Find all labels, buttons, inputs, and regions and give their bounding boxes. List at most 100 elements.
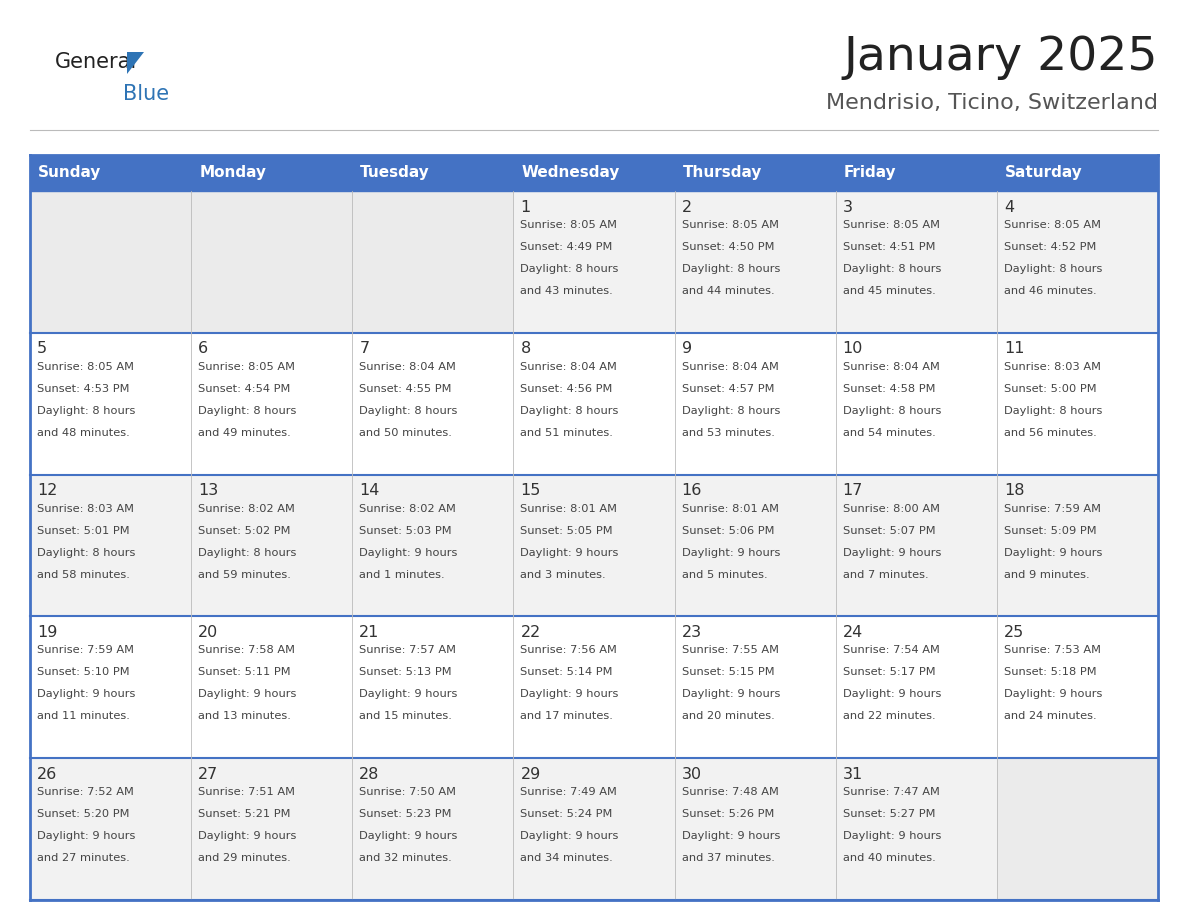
Text: Sunset: 4:54 PM: Sunset: 4:54 PM <box>198 384 291 394</box>
Text: 9: 9 <box>682 341 691 356</box>
Text: Sunday: Sunday <box>38 165 101 181</box>
Text: Sunrise: 8:05 AM: Sunrise: 8:05 AM <box>37 362 134 372</box>
Text: 11: 11 <box>1004 341 1024 356</box>
Text: Thursday: Thursday <box>683 165 762 181</box>
Text: Daylight: 8 hours: Daylight: 8 hours <box>37 406 135 416</box>
Text: Sunrise: 7:50 AM: Sunrise: 7:50 AM <box>359 788 456 797</box>
Text: Sunrise: 8:04 AM: Sunrise: 8:04 AM <box>520 362 618 372</box>
Text: and 43 minutes.: and 43 minutes. <box>520 285 613 296</box>
Bar <box>353 475 513 616</box>
Text: Sunrise: 7:59 AM: Sunrise: 7:59 AM <box>37 645 134 655</box>
Text: Sunrise: 7:53 AM: Sunrise: 7:53 AM <box>1004 645 1101 655</box>
Text: Sunset: 4:53 PM: Sunset: 4:53 PM <box>37 384 129 394</box>
Text: Sunset: 5:13 PM: Sunset: 5:13 PM <box>359 667 451 677</box>
Bar <box>997 191 1158 333</box>
Text: 7: 7 <box>359 341 369 356</box>
Text: Daylight: 9 hours: Daylight: 9 hours <box>198 831 297 841</box>
Text: Daylight: 8 hours: Daylight: 8 hours <box>842 264 941 274</box>
Text: Daylight: 9 hours: Daylight: 9 hours <box>682 689 781 700</box>
Text: Sunset: 4:57 PM: Sunset: 4:57 PM <box>682 384 775 394</box>
Bar <box>513 616 675 758</box>
Text: 13: 13 <box>198 483 219 498</box>
Text: Sunset: 5:05 PM: Sunset: 5:05 PM <box>520 526 613 535</box>
Text: 15: 15 <box>520 483 541 498</box>
Text: Sunrise: 8:03 AM: Sunrise: 8:03 AM <box>37 504 134 513</box>
Text: Sunset: 5:21 PM: Sunset: 5:21 PM <box>198 809 291 819</box>
Text: Sunset: 5:02 PM: Sunset: 5:02 PM <box>198 526 291 535</box>
Bar <box>835 333 997 475</box>
Bar <box>675 191 835 333</box>
Text: Sunrise: 8:05 AM: Sunrise: 8:05 AM <box>1004 220 1101 230</box>
Text: Sunset: 5:07 PM: Sunset: 5:07 PM <box>842 526 935 535</box>
Text: and 59 minutes.: and 59 minutes. <box>198 569 291 579</box>
Text: Sunset: 4:51 PM: Sunset: 4:51 PM <box>842 242 935 252</box>
Text: Sunrise: 8:04 AM: Sunrise: 8:04 AM <box>682 362 778 372</box>
Text: Sunrise: 8:02 AM: Sunrise: 8:02 AM <box>198 504 295 513</box>
Text: and 40 minutes.: and 40 minutes. <box>842 853 935 863</box>
Text: 29: 29 <box>520 767 541 782</box>
Bar <box>353 191 513 333</box>
Text: Daylight: 9 hours: Daylight: 9 hours <box>359 831 457 841</box>
Bar <box>513 191 675 333</box>
Text: and 56 minutes.: and 56 minutes. <box>1004 428 1097 438</box>
Text: 30: 30 <box>682 767 702 782</box>
Text: and 58 minutes.: and 58 minutes. <box>37 569 129 579</box>
Text: Sunset: 4:49 PM: Sunset: 4:49 PM <box>520 242 613 252</box>
Text: 1: 1 <box>520 199 531 215</box>
Text: 26: 26 <box>37 767 57 782</box>
Text: 16: 16 <box>682 483 702 498</box>
Text: 8: 8 <box>520 341 531 356</box>
Bar <box>997 333 1158 475</box>
Text: and 46 minutes.: and 46 minutes. <box>1004 285 1097 296</box>
Text: and 45 minutes.: and 45 minutes. <box>842 285 935 296</box>
Bar <box>997 758 1158 900</box>
Text: and 5 minutes.: and 5 minutes. <box>682 569 767 579</box>
Text: Sunset: 5:14 PM: Sunset: 5:14 PM <box>520 667 613 677</box>
Text: Sunrise: 7:56 AM: Sunrise: 7:56 AM <box>520 645 618 655</box>
Text: Daylight: 9 hours: Daylight: 9 hours <box>37 831 135 841</box>
Text: Monday: Monday <box>200 165 266 181</box>
Text: and 7 minutes.: and 7 minutes. <box>842 569 928 579</box>
Text: Sunset: 5:18 PM: Sunset: 5:18 PM <box>1004 667 1097 677</box>
Bar <box>30 333 191 475</box>
Text: Daylight: 8 hours: Daylight: 8 hours <box>520 264 619 274</box>
Text: Daylight: 9 hours: Daylight: 9 hours <box>37 689 135 700</box>
Text: Sunrise: 7:59 AM: Sunrise: 7:59 AM <box>1004 504 1101 513</box>
Text: and 51 minutes.: and 51 minutes. <box>520 428 613 438</box>
Bar <box>835 191 997 333</box>
Text: Sunrise: 8:04 AM: Sunrise: 8:04 AM <box>359 362 456 372</box>
Text: Daylight: 8 hours: Daylight: 8 hours <box>682 264 781 274</box>
Bar <box>30 758 191 900</box>
Text: 5: 5 <box>37 341 48 356</box>
Text: and 13 minutes.: and 13 minutes. <box>198 711 291 722</box>
Text: Daylight: 8 hours: Daylight: 8 hours <box>1004 406 1102 416</box>
Bar <box>191 616 353 758</box>
Text: Sunrise: 7:52 AM: Sunrise: 7:52 AM <box>37 788 134 797</box>
Text: Sunrise: 8:05 AM: Sunrise: 8:05 AM <box>842 220 940 230</box>
Text: 22: 22 <box>520 625 541 640</box>
Bar <box>353 616 513 758</box>
Text: Sunrise: 8:05 AM: Sunrise: 8:05 AM <box>520 220 618 230</box>
Text: Sunset: 4:55 PM: Sunset: 4:55 PM <box>359 384 451 394</box>
Text: and 34 minutes.: and 34 minutes. <box>520 853 613 863</box>
Text: Sunrise: 8:01 AM: Sunrise: 8:01 AM <box>682 504 778 513</box>
Text: Daylight: 9 hours: Daylight: 9 hours <box>520 831 619 841</box>
Text: Daylight: 9 hours: Daylight: 9 hours <box>520 547 619 557</box>
Bar <box>997 475 1158 616</box>
Text: 12: 12 <box>37 483 57 498</box>
Text: and 11 minutes.: and 11 minutes. <box>37 711 129 722</box>
Text: Sunrise: 8:00 AM: Sunrise: 8:00 AM <box>842 504 940 513</box>
Text: and 44 minutes.: and 44 minutes. <box>682 285 775 296</box>
Text: Sunrise: 8:05 AM: Sunrise: 8:05 AM <box>682 220 778 230</box>
Text: Daylight: 8 hours: Daylight: 8 hours <box>1004 264 1102 274</box>
Text: Sunrise: 8:03 AM: Sunrise: 8:03 AM <box>1004 362 1101 372</box>
Text: Daylight: 8 hours: Daylight: 8 hours <box>359 406 457 416</box>
Text: General: General <box>55 52 138 72</box>
Text: Tuesday: Tuesday <box>360 165 430 181</box>
Bar <box>30 475 191 616</box>
Text: 23: 23 <box>682 625 702 640</box>
Text: 4: 4 <box>1004 199 1015 215</box>
Bar <box>191 191 353 333</box>
Bar <box>835 758 997 900</box>
Text: Daylight: 9 hours: Daylight: 9 hours <box>682 547 781 557</box>
